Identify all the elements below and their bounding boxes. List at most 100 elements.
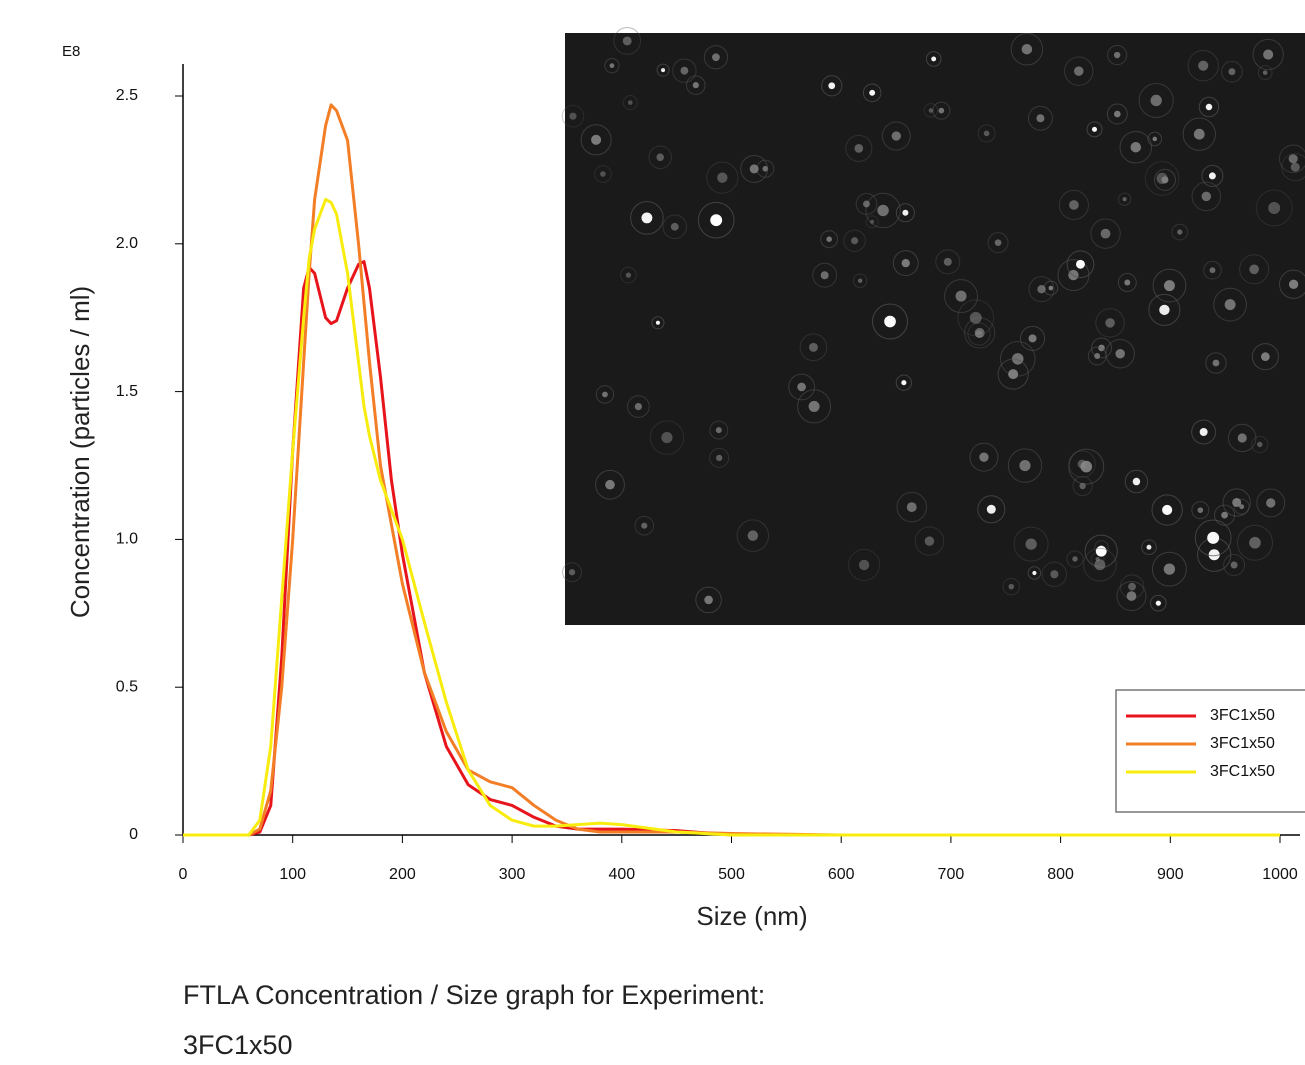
spot: [1230, 561, 1238, 569]
spot: [820, 271, 829, 280]
spot-halo: [969, 442, 999, 472]
spot: [1079, 482, 1086, 490]
spot: [1113, 110, 1121, 118]
spot: [1159, 304, 1170, 316]
spot-halo: [1223, 554, 1246, 576]
spot-halo: [1116, 581, 1147, 612]
spot-halo: [1041, 561, 1068, 587]
spot: [609, 63, 615, 69]
spot-halo: [1002, 577, 1021, 596]
spot: [955, 290, 967, 302]
spot-halo: [895, 203, 915, 223]
spot-halo: [1058, 189, 1089, 221]
spot-halo: [957, 299, 995, 337]
spot-halo: [1281, 153, 1305, 182]
spot-halo: [865, 192, 901, 229]
spot-halo: [1171, 223, 1189, 241]
spot-halo: [914, 526, 945, 556]
spot: [974, 327, 985, 338]
spot-halo: [1087, 346, 1107, 366]
spot-halo: [1221, 60, 1243, 83]
caption: FTLA Concentration / Size graph for Expe…: [183, 980, 765, 1010]
spot-halo: [935, 249, 961, 275]
spot-halo: [977, 124, 996, 143]
spot: [1257, 441, 1263, 448]
spot-halo: [706, 161, 739, 194]
spot: [1094, 559, 1106, 571]
spot: [1162, 504, 1173, 516]
spot-halo: [1007, 448, 1043, 483]
y-tick-label: 0.5: [116, 678, 138, 695]
spot-halo: [1191, 181, 1222, 212]
x-tick-label: 900: [1157, 866, 1184, 883]
spot-halo: [1068, 450, 1096, 478]
x-tick-label: 1000: [1262, 866, 1298, 883]
spot: [1156, 172, 1168, 185]
spot-halo: [1278, 144, 1305, 173]
spot: [627, 100, 633, 105]
spot: [762, 165, 769, 172]
spot-halo: [852, 273, 868, 288]
spot-halo: [1153, 168, 1176, 191]
spot-halo: [1187, 49, 1219, 82]
legend-box: [1115, 689, 1305, 813]
spot: [1263, 49, 1274, 60]
spot: [854, 144, 864, 153]
spot-halo: [843, 229, 866, 253]
spot: [1163, 563, 1176, 575]
spot: [858, 559, 870, 571]
spot-halo: [845, 134, 873, 162]
spot: [1012, 353, 1024, 365]
spot: [1288, 154, 1298, 164]
spot: [717, 172, 728, 183]
y-tick-label: 2.0: [116, 235, 138, 252]
spot: [1069, 200, 1079, 210]
x-tick-label: 800: [1047, 866, 1074, 883]
series-line: [183, 197, 1280, 837]
spot: [1208, 172, 1216, 180]
spot: [749, 164, 759, 174]
spot: [1152, 136, 1158, 142]
spot: [1092, 126, 1098, 132]
spot: [1228, 68, 1236, 76]
spot: [938, 107, 945, 114]
spot-halo: [580, 124, 612, 156]
spot-halo: [697, 201, 735, 239]
spot: [600, 171, 606, 177]
spot: [641, 522, 648, 529]
spot: [591, 134, 602, 145]
spot: [1261, 352, 1270, 362]
spot-halo: [1091, 337, 1112, 359]
legend-label: 3FC1x50: [1210, 763, 1275, 780]
spot: [670, 222, 679, 231]
spot: [1095, 545, 1107, 557]
spot: [1198, 60, 1209, 71]
spot-halo: [740, 154, 769, 183]
x-tick-label: 500: [718, 866, 745, 883]
spot-halo: [1000, 341, 1036, 377]
spot: [1105, 318, 1115, 328]
spot-halo: [1256, 488, 1286, 518]
x-tick-label: 600: [828, 866, 855, 883]
spot: [716, 454, 723, 462]
spot: [1008, 583, 1015, 590]
spot-halo: [1083, 547, 1117, 582]
spot-halo: [1239, 254, 1270, 285]
x-axis-title: Size (nm): [696, 901, 807, 931]
spot-halo: [561, 104, 585, 128]
spot-halo: [812, 262, 838, 288]
spot-halo: [872, 303, 909, 340]
spot: [704, 595, 713, 605]
spot: [870, 219, 875, 224]
spot-halo: [656, 63, 670, 77]
spot: [828, 82, 836, 90]
spot-halo: [1028, 276, 1055, 303]
spot: [712, 53, 720, 62]
spot: [906, 502, 917, 513]
spot: [1077, 459, 1087, 469]
spot: [901, 380, 907, 386]
image-background: [565, 33, 1305, 625]
spot: [1021, 43, 1033, 55]
spot: [902, 209, 909, 216]
spot-halo: [799, 333, 828, 362]
